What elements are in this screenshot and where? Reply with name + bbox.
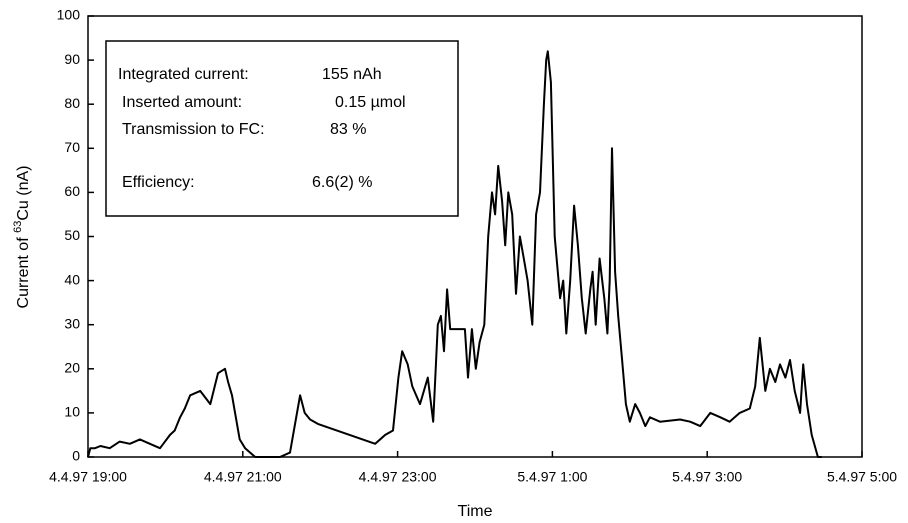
y-tick-label: 70 [64, 139, 80, 155]
x-axis-label: Time [458, 503, 493, 520]
y-tick-label: 20 [64, 360, 80, 376]
annotation-label: Integrated current: [118, 66, 249, 83]
y-tick-label: 50 [64, 227, 80, 243]
annotation-box [105, 40, 459, 217]
x-tick-label: 4.4.97 21:00 [204, 469, 282, 485]
y-tick-label: 40 [64, 271, 80, 287]
x-tick-label: 5.4.97 5:00 [827, 469, 897, 485]
y-tick-label: 60 [64, 183, 80, 199]
data-line [87, 50, 822, 458]
x-tick-label: 5.4.97 3:00 [672, 469, 742, 485]
x-tick-label: 5.4.97 1:00 [517, 469, 587, 485]
x-tick-label: 4.4.97 19:00 [49, 469, 127, 485]
annotation-value: 0.15 µmol [335, 94, 406, 111]
annotation-value: 155 nAh [322, 66, 382, 83]
annotation-label: Efficiency: [122, 174, 195, 191]
y-tick-label: 90 [64, 51, 80, 67]
y-label-part: Cu (nA) [15, 166, 32, 221]
y-tick-label: 100 [57, 7, 81, 23]
annotation-value: 6.6(2) % [312, 174, 372, 191]
annotation-label: Transmission to FC: [122, 121, 265, 138]
y-tick-label: 0 [72, 448, 80, 464]
x-tick-label: 4.4.97 23:00 [359, 469, 437, 485]
y-tick-label: 10 [64, 404, 80, 420]
annotation-label: Inserted amount: [122, 94, 242, 111]
y-tick-label: 30 [64, 315, 80, 331]
y-label-part: Current of [15, 233, 32, 309]
y-axis-label: Current of 63Cu (nA) [12, 166, 32, 309]
y-label-sup: 63 [12, 221, 24, 233]
y-tick-label: 80 [64, 95, 80, 111]
annotation-value: 83 % [330, 121, 366, 138]
